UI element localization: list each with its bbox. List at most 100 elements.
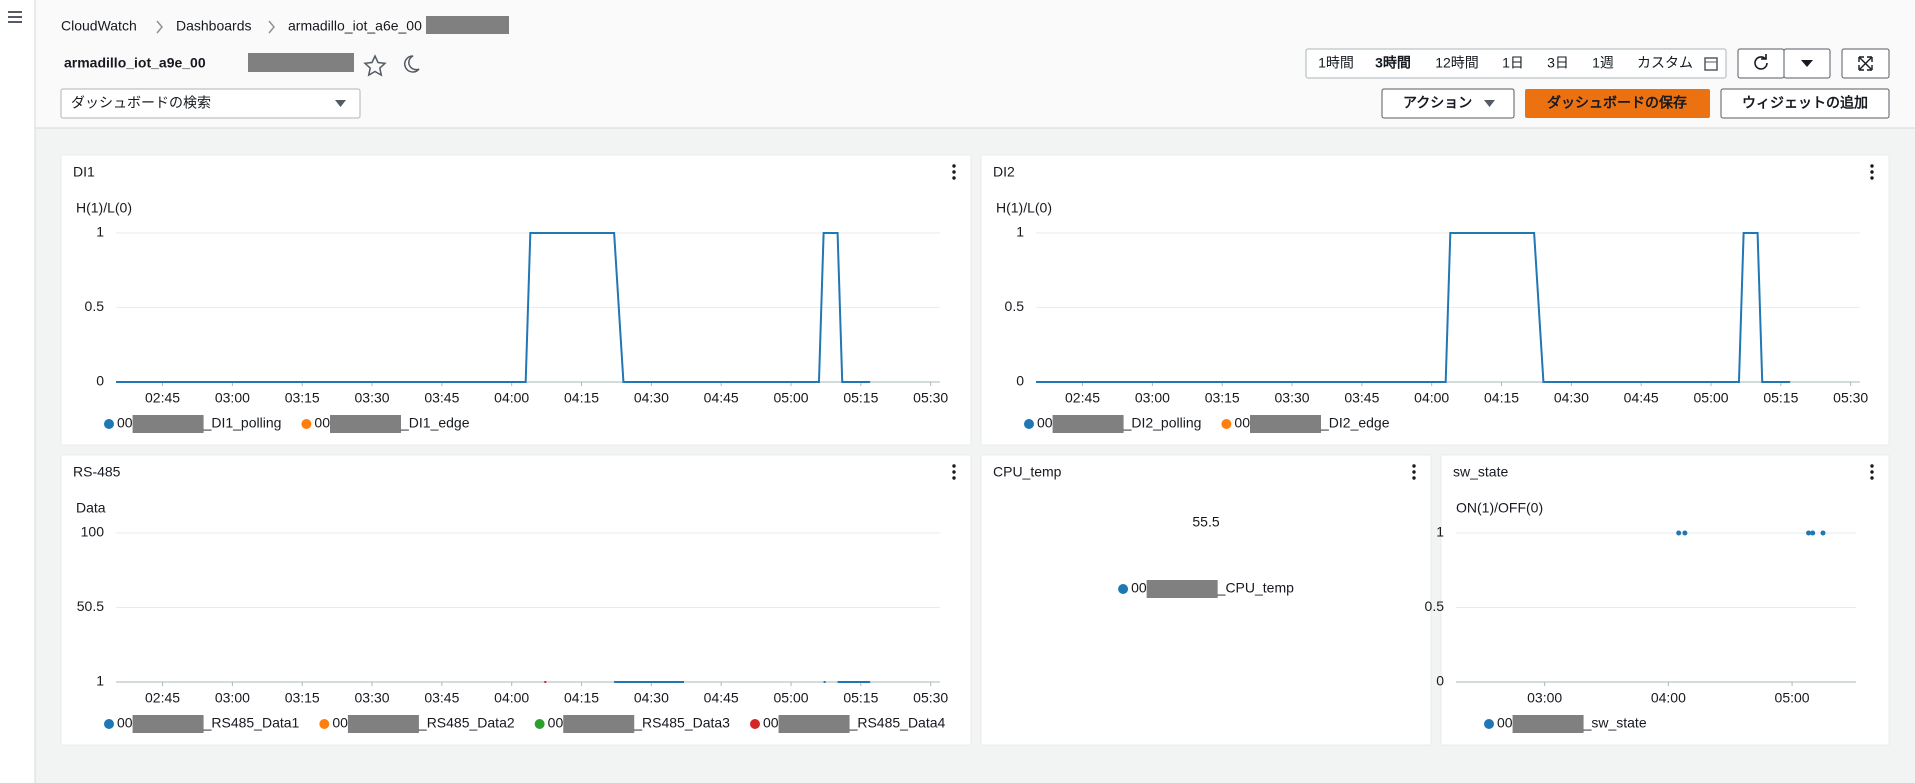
y-axis-label: ON(1)/OFF(0) <box>1456 500 1543 516</box>
x-tick-label: 04:15 <box>1484 390 1519 406</box>
redaction <box>778 715 850 733</box>
legend-swatch <box>534 719 545 729</box>
add-widget-button[interactable] <box>1720 88 1890 119</box>
redaction <box>1512 715 1584 733</box>
search-box[interactable] <box>60 88 361 119</box>
time-range-option[interactable]: 3時間 <box>1375 55 1411 71</box>
y-tick-label: 100 <box>81 524 105 540</box>
x-tick-label: 05:00 <box>1775 690 1810 706</box>
legend-prefix: 00 <box>548 715 564 731</box>
widget-menu-dot[interactable] <box>952 164 956 168</box>
x-tick-label: 05:30 <box>1833 390 1868 406</box>
y-axis-label: Data <box>76 500 106 516</box>
x-tick-label: 03:00 <box>1527 690 1562 706</box>
widget-menu-dot[interactable] <box>952 470 956 474</box>
refresh-button[interactable] <box>1737 48 1785 79</box>
legend-suffix: _CPU_temp <box>1217 580 1294 596</box>
breadcrumb-chevron <box>268 20 275 34</box>
time-range-option[interactable]: 1週 <box>1592 55 1614 71</box>
x-tick-label: 03:00 <box>1135 390 1170 406</box>
legend-prefix: 00 <box>1497 715 1513 731</box>
x-tick-label: 03:30 <box>355 690 390 706</box>
widget-menu-dot[interactable] <box>1412 476 1416 480</box>
x-tick-label: 05:30 <box>913 690 948 706</box>
x-tick-label: 05:30 <box>913 390 948 406</box>
time-range-group <box>1305 48 1727 79</box>
widget-title: DI2 <box>993 164 1015 180</box>
dark-mode-icon[interactable] <box>404 55 420 73</box>
redaction <box>132 715 204 733</box>
x-tick-label: 02:45 <box>1065 390 1100 406</box>
save-button[interactable] <box>1525 89 1710 118</box>
sidebar <box>0 0 35 783</box>
y-tick-label: 0 <box>1436 673 1444 689</box>
widget-menu-dot[interactable] <box>952 476 956 480</box>
series-line <box>1036 232 1791 383</box>
legend-suffix: _RS485_Data2 <box>418 715 515 731</box>
redaction <box>426 16 509 34</box>
legend: 00 _DI1_polling 00 _DI1_edge <box>104 415 470 433</box>
legend-prefix: 00 <box>314 415 330 431</box>
legend-swatch <box>104 419 114 429</box>
favorite-star[interactable] <box>363 54 387 77</box>
legend: 00 _RS485_Data1 00 _RS485_Data2 00 _RS485_Dat… <box>104 715 946 733</box>
legend-swatch <box>104 719 114 729</box>
x-tick-label: 05:00 <box>774 690 809 706</box>
add-widget-label: ウィジェットの追加 <box>1742 95 1868 111</box>
series-line <box>116 232 871 383</box>
legend-swatch <box>319 719 330 729</box>
widget-menu-dot[interactable] <box>1412 470 1416 474</box>
calendar-icon[interactable] <box>1704 57 1718 71</box>
x-tick-label: 04:15 <box>564 390 599 406</box>
widget-title: RS-485 <box>73 464 121 480</box>
legend-prefix: 00 <box>1037 415 1053 431</box>
widget-menu-dot[interactable] <box>1870 476 1874 480</box>
time-range-option[interactable]: カスタム <box>1637 55 1693 71</box>
widget-menu-dot[interactable] <box>1870 464 1874 468</box>
widget-menu-dot[interactable] <box>1870 170 1874 174</box>
redaction <box>248 53 354 72</box>
widget-menu-dot[interactable] <box>1870 470 1874 474</box>
legend-prefix: 00 <box>1234 415 1250 431</box>
x-tick-label: 03:15 <box>1205 390 1240 406</box>
breadcrumb-item[interactable]: Dashboards <box>176 18 252 34</box>
breadcrumb-item[interactable]: CloudWatch <box>61 18 137 34</box>
legend-prefix: 00 <box>117 715 133 731</box>
widget-menu-dot[interactable] <box>1412 464 1416 468</box>
time-range-option[interactable]: 12時間 <box>1435 55 1479 71</box>
time-range-option[interactable]: 1日 <box>1502 55 1524 71</box>
x-tick-label: 03:15 <box>285 390 320 406</box>
x-tick-label: 04:45 <box>704 690 739 706</box>
widget-menu-dot[interactable] <box>952 464 956 468</box>
y-tick-label: 50.5 <box>77 598 104 614</box>
x-tick-label: 05:15 <box>1763 390 1798 406</box>
actions-button[interactable] <box>1381 88 1515 119</box>
widget-menu-dot[interactable] <box>952 170 956 174</box>
actions-label: アクション <box>1403 95 1472 111</box>
legend-suffix: _RS485_Data3 <box>633 715 730 731</box>
widget <box>1440 454 1890 746</box>
legend-suffix: _RS485_Data1 <box>203 715 300 731</box>
x-tick-label: 03:15 <box>285 690 320 706</box>
time-range-option[interactable]: 3日 <box>1547 55 1569 71</box>
x-tick-label: 02:45 <box>145 390 180 406</box>
refresh-icon <box>1754 54 1768 70</box>
legend-swatch <box>1221 419 1232 429</box>
dropdown-caret <box>335 100 346 107</box>
x-tick-label: 03:45 <box>1344 390 1379 406</box>
legend-suffix: _DI1_edge <box>400 415 470 431</box>
x-tick-label: 04:45 <box>1624 390 1659 406</box>
widget-menu-dot[interactable] <box>952 176 956 180</box>
x-tick-label: 03:30 <box>1275 390 1310 406</box>
time-range-option[interactable]: 1時間 <box>1318 55 1354 71</box>
x-tick-label: 04:00 <box>494 690 529 706</box>
widget <box>60 154 972 446</box>
widget-menu-dot[interactable] <box>1870 176 1874 180</box>
redaction <box>347 715 419 733</box>
widget <box>980 154 1890 446</box>
widget-menu-dot[interactable] <box>1870 164 1874 168</box>
series-marker <box>1806 530 1812 536</box>
x-tick-label: 04:00 <box>1651 690 1686 706</box>
x-tick-label: 05:15 <box>843 390 878 406</box>
